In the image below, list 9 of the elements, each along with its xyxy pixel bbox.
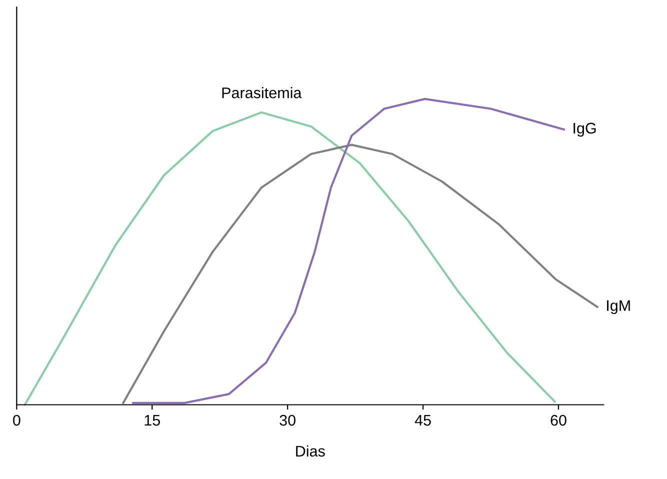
x-tick-label: 15 <box>144 415 160 426</box>
series-label: Parasitemia <box>222 87 302 98</box>
series-label: IgM <box>607 300 630 314</box>
x-axis-title: Dias <box>296 445 325 457</box>
x-tick-label: 60 <box>550 414 566 426</box>
x-tick-label: 45 <box>414 415 431 426</box>
series-label: IgG <box>574 122 596 137</box>
x-tick-label: 0 <box>13 414 20 426</box>
x-tick-label: 30 <box>280 414 296 426</box>
